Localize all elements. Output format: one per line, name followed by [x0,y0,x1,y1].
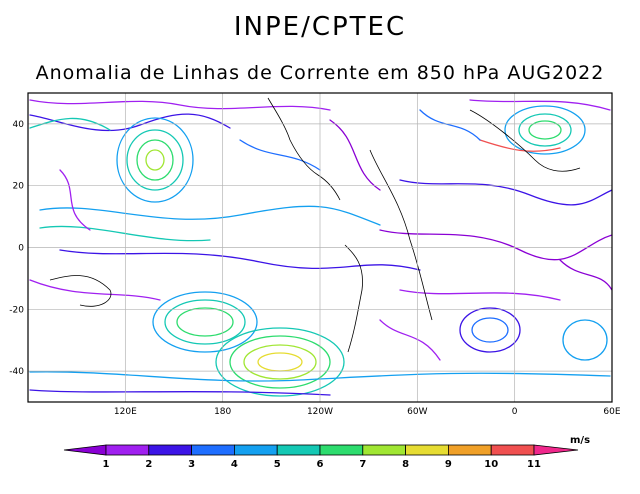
colorbar-arrow-low [63,444,107,456]
map-title: Anomalia de Linhas de Corrente em 850 hP… [35,62,605,84]
colorbar-label: 5 [274,459,281,470]
lat-tick-label: 20 [13,182,25,192]
colorbar-segment [148,444,193,456]
colorbar-segment [405,444,449,456]
lat-tick-label: -20 [9,305,24,315]
colorbar-label: 2 [145,459,152,470]
colorbar-label: 8 [402,459,409,470]
lon-tick-label: 60W [407,407,427,417]
lon-tick-label: 120W [307,407,333,417]
colorbar-label: 10 [484,459,498,470]
lon-tick-label: 180 [214,407,231,417]
map-grid [28,93,613,402]
page-title: INPE/CPTEC [233,12,407,42]
lat-tick-label: 0 [18,244,24,254]
colorbar: 1 2 3 4 5 6 7 8 9 10 11 [63,444,579,470]
colorbar-segment [276,444,321,456]
colorbar-unit: m/s [570,435,590,446]
colorbar-segment [191,444,235,456]
colorbar-label: 6 [317,459,324,470]
colorbar-arrow-high [533,444,579,456]
colorbar-segment [319,444,364,456]
colorbar-label: 4 [231,459,238,470]
streamlines [29,99,612,397]
colorbar-segment [105,444,150,456]
latitude-labels: 40 20 0 -20 -40 [9,120,24,377]
colorbar-segment [362,444,406,456]
colorbar-label: 3 [188,459,195,470]
longitude-labels: 120E 180 120W 60W 0 60E [114,407,621,417]
colorbar-label: 9 [445,459,452,470]
colorbar-label: 1 [103,459,110,470]
coastlines [49,97,581,353]
lon-tick-label: 120E [114,407,137,417]
colorbar-segment [233,444,278,456]
colorbar-segment [490,444,535,456]
lat-tick-label: 40 [13,120,25,130]
map-frame [27,92,613,403]
lat-tick-label: -40 [9,367,24,377]
colorbar-segment [447,444,492,456]
lon-tick-label: 60E [603,407,620,417]
lon-tick-label: 0 [512,407,518,417]
colorbar-label: 11 [527,459,541,470]
colorbar-label: 7 [359,459,366,470]
